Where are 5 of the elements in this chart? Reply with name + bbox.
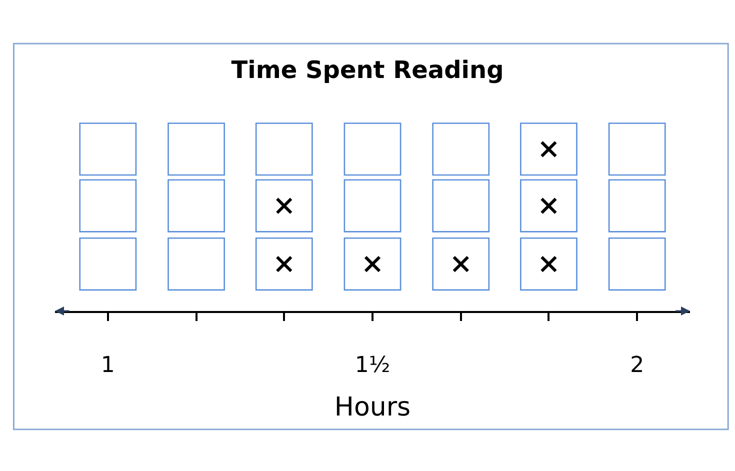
x-axis-title: Hours bbox=[334, 392, 411, 422]
x-tick-label: 1 bbox=[100, 353, 115, 378]
chart-title: Time Spent Reading bbox=[231, 56, 504, 84]
x-tick-label: 2 bbox=[630, 353, 644, 378]
x-tick-label: 1½ bbox=[354, 353, 390, 378]
